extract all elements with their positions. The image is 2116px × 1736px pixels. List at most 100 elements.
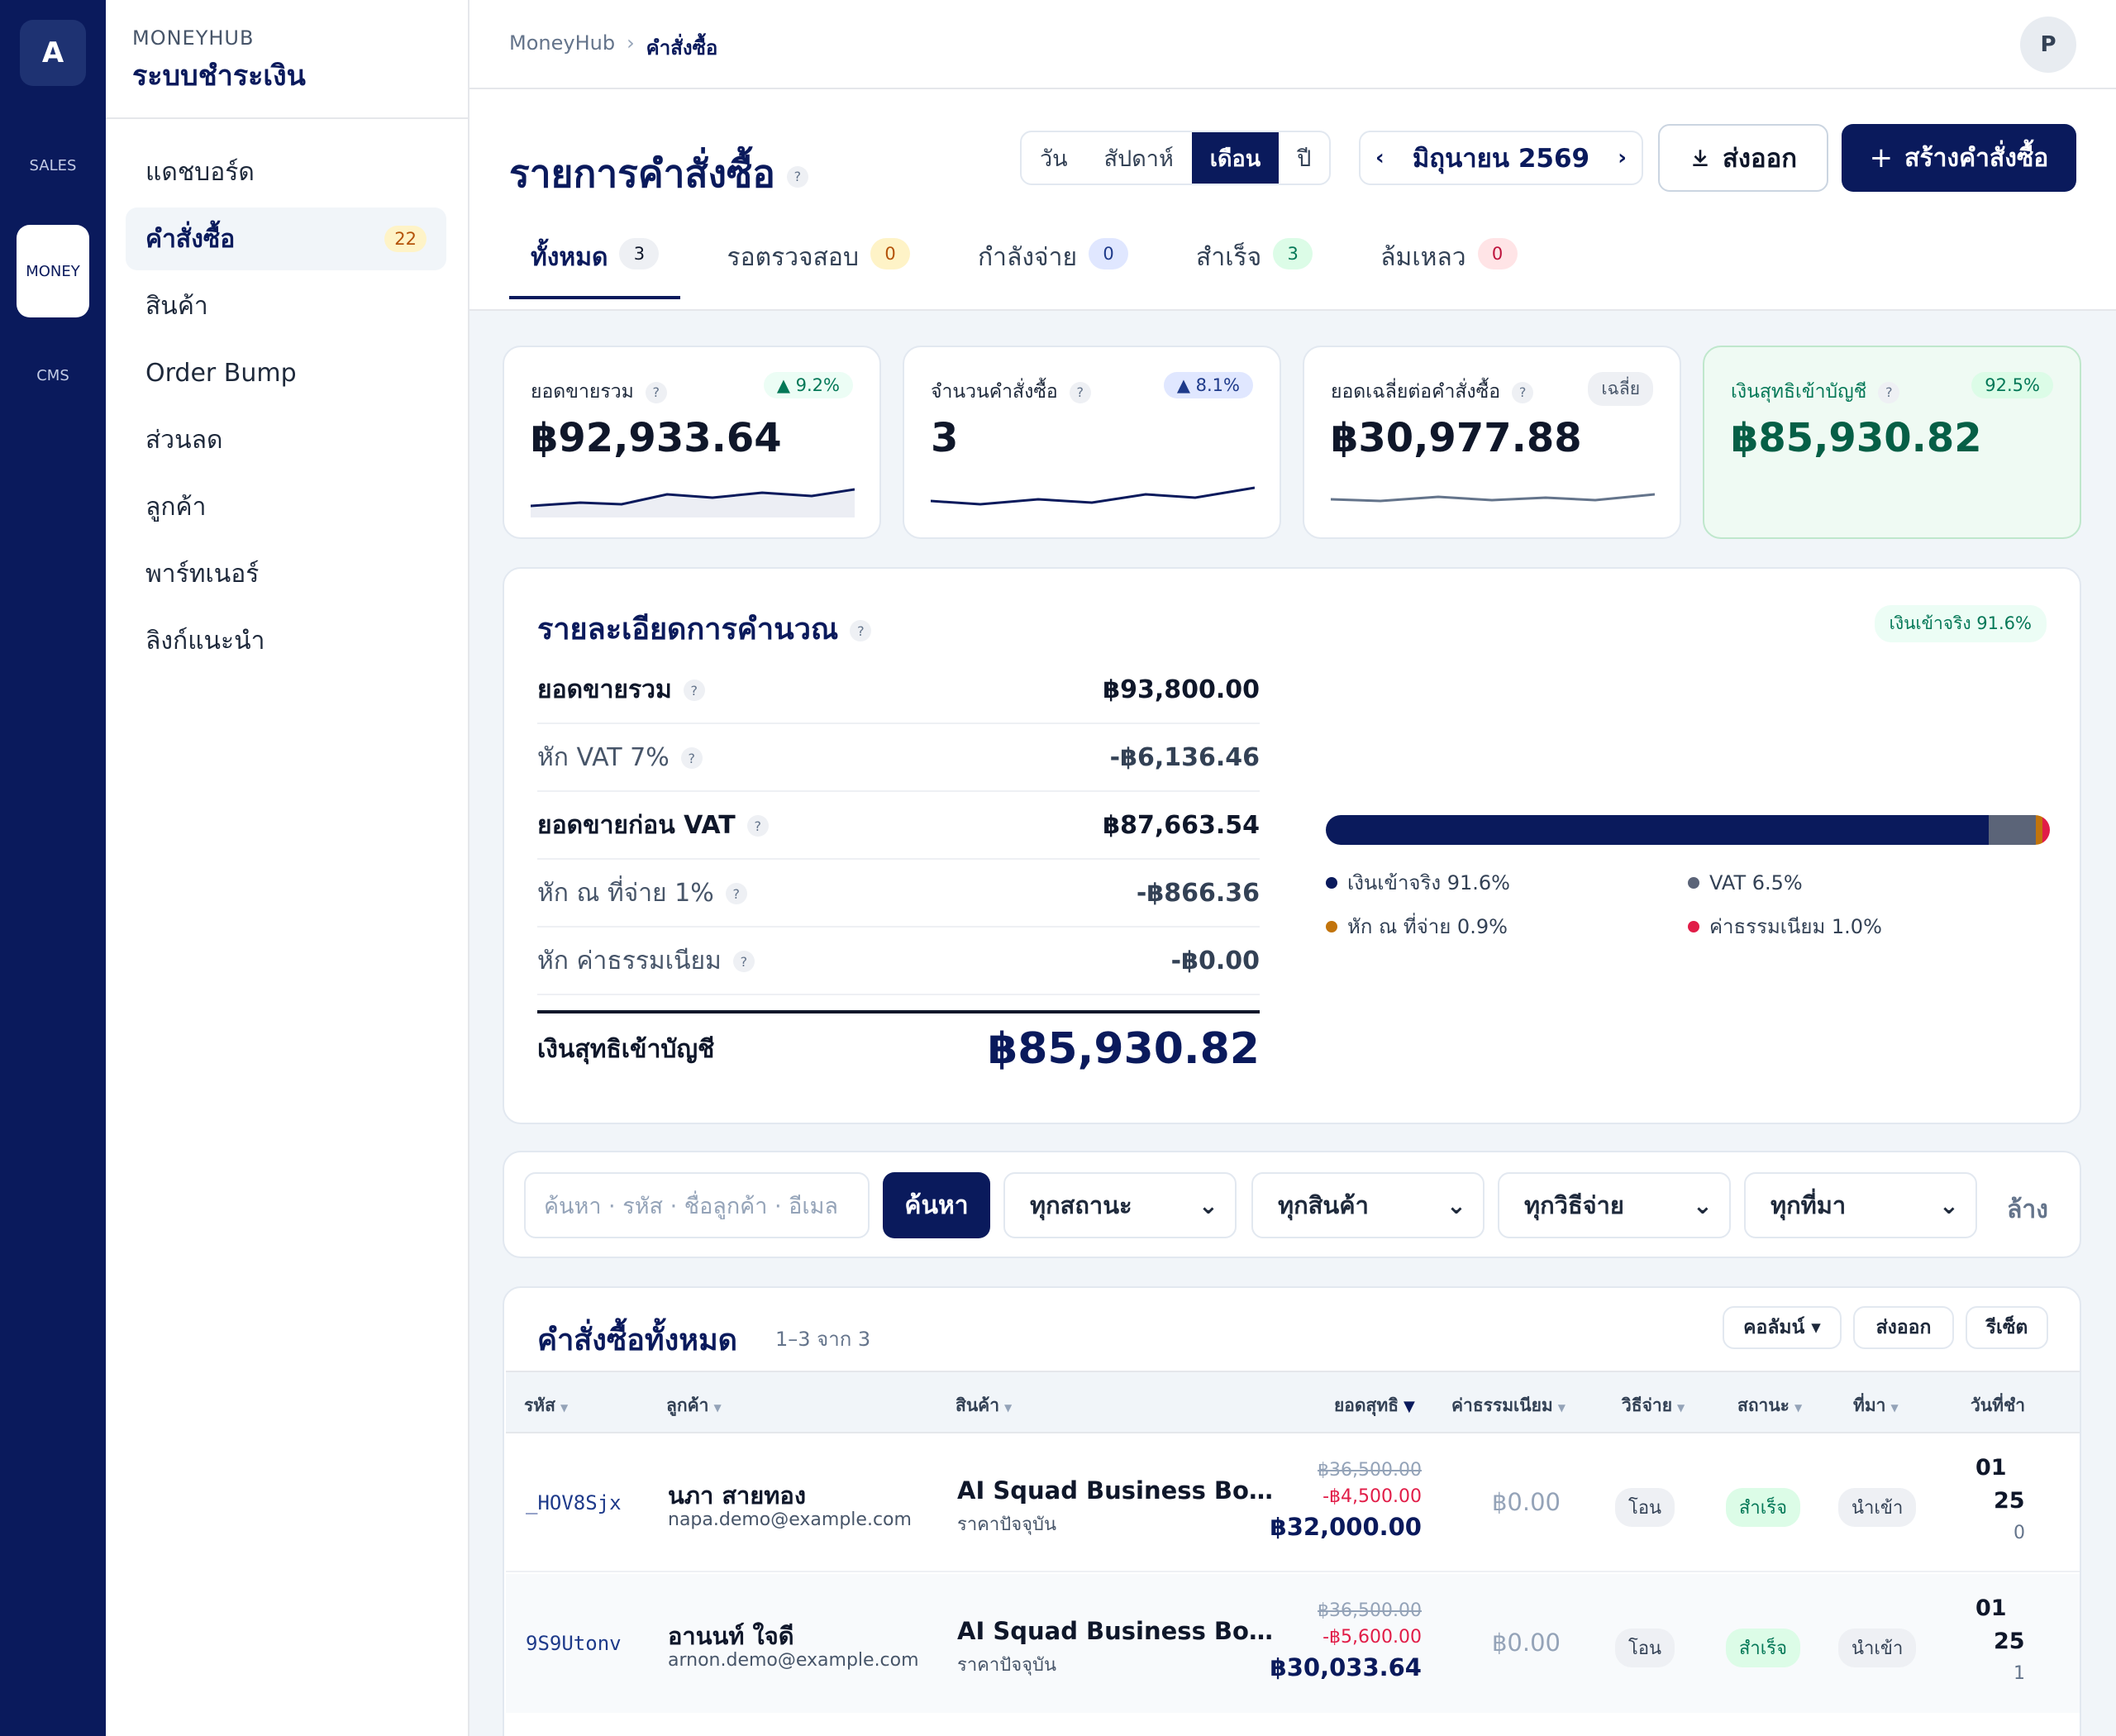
legend-dot [1688, 876, 1699, 889]
sort-icon: ▼ [713, 1402, 722, 1414]
period-year[interactable]: ปี [1297, 145, 1312, 172]
product-name: AI Squad Business Bootc... [957, 1617, 1275, 1645]
discount-amount: -฿4,500.00 [1322, 1486, 1422, 1507]
kpi-value: ฿85,930.82 [1731, 415, 1982, 461]
sidebar-item-label: Order Bump [145, 358, 297, 388]
create-label: สร้างคำสั่งซื้อ [1904, 143, 2049, 173]
customer-email: arnon.demo@example.com [668, 1650, 919, 1671]
table-count: 1–3 จาก 3 [775, 1328, 871, 1351]
rail-item-cms[interactable]: CMS [36, 366, 69, 384]
period-week[interactable]: สัปดาห์ [1103, 145, 1174, 172]
column-header-code[interactable]: รหัส ▼ [524, 1392, 568, 1419]
breakdown-segment-1 [1989, 815, 2037, 845]
calc-row-value: -฿6,136.46 [1109, 742, 1260, 772]
legend-label: VAT 6.5% [1709, 870, 1803, 894]
column-header-method[interactable]: วิธีจ่าย ▼ [1622, 1392, 1685, 1419]
rail-item-money[interactable]: MONEY [17, 225, 89, 317]
chevron-right-icon[interactable]: › [1618, 145, 1627, 170]
reset-button[interactable]: รีเซ็ต [1966, 1306, 2048, 1349]
kpi-change-badge: ▲ 8.1% [1163, 372, 1253, 398]
calculation-title: รายละเอียดการคำนวณ? [537, 605, 872, 652]
sidebar-item-discounts[interactable]: ส่วนลด [126, 408, 446, 471]
sidebar-item-customers[interactable]: ลูกค้า [126, 475, 446, 538]
kpi-card-gross-sales: ยอดขายรวม? ▲ 9.2% ฿92,933.64 [503, 346, 881, 539]
help-icon[interactable]: ? [645, 381, 667, 403]
calc-row-label: ยอดขายรวม [537, 675, 672, 704]
rail-item-sales[interactable]: SALES [29, 156, 77, 174]
period-month[interactable]: เดือน [1191, 132, 1280, 184]
help-icon[interactable]: ? [725, 883, 747, 904]
help-icon[interactable]: ? [1878, 381, 1900, 403]
calculation-title-text: รายละเอียดการคำนวณ [537, 613, 839, 646]
help-icon[interactable]: ? [1069, 381, 1091, 403]
sidebar-item-orders[interactable]: คำสั่งซื้อ 22 [126, 207, 446, 270]
column-label: รหัส [524, 1395, 555, 1415]
tab-failed[interactable]: ล้มเหลว 0 [1359, 238, 1538, 306]
avatar[interactable]: P [2020, 17, 2076, 73]
brand-subtitle: MONEYHUB [132, 26, 255, 50]
calc-row-label: หัก VAT 7% [537, 742, 670, 772]
date-time: 1 [2014, 1663, 2025, 1684]
period-day[interactable]: วัน [1040, 145, 1068, 172]
tab-success[interactable]: สำเร็จ 3 [1175, 238, 1334, 306]
payment-method-select[interactable]: ทุกวิธีจ่าย ⌄ [1498, 1172, 1731, 1238]
tab-paying[interactable]: กำลังจ่าย 0 [956, 238, 1150, 306]
legend-item: ค่าธรรมเนียม 1.0% [1688, 910, 2050, 942]
kpi-card-net-income: เงินสุทธิเข้าบัญชี? 92.5% ฿85,930.82 [1703, 346, 2081, 539]
tab-pending[interactable]: รอตรวจสอบ 0 [705, 238, 932, 306]
help-icon[interactable]: ? [680, 747, 703, 769]
help-icon[interactable]: ? [850, 620, 872, 641]
sidebar-item-referral-links[interactable]: ลิงก์แนะนำ [126, 609, 446, 672]
help-icon[interactable]: ? [683, 680, 705, 701]
chevron-left-icon[interactable]: ‹ [1375, 145, 1384, 170]
app-logo[interactable]: A [20, 20, 86, 86]
export-button[interactable]: ส่งออก [1658, 124, 1828, 192]
sidebar-item-partners[interactable]: พาร์ทเนอร์ [126, 542, 446, 605]
source-select[interactable]: ทุกที่มา ⌄ [1744, 1172, 1977, 1238]
sort-icon: ▼ [1890, 1402, 1899, 1414]
column-header-customer[interactable]: ลูกค้า ▼ [666, 1392, 722, 1419]
original-price: ฿36,500.00 [1318, 1600, 1422, 1621]
columns-button[interactable]: คอลัมน์ ▾ [1723, 1306, 1842, 1349]
kpi-label-text: เงินสุทธิเข้าบัญชี [1731, 381, 1867, 403]
table-row[interactable]: 9S9Utonv อานนท์ ใจดี arnon.demo@example.… [506, 1574, 2080, 1713]
table-export-button[interactable]: ส่งออก [1853, 1306, 1954, 1349]
help-icon[interactable]: ? [1512, 381, 1534, 403]
breakdown-bar [1326, 815, 2050, 845]
date-month: 25 [1994, 1629, 2025, 1654]
customer-email: napa.demo@example.com [668, 1509, 912, 1530]
tab-label: ล้มเหลว [1380, 243, 1466, 272]
table-row[interactable]: _HOV8Sjx นภา สายทอง napa.demo@example.co… [506, 1433, 2080, 1572]
sidebar-item-order-bump[interactable]: Order Bump [126, 341, 446, 404]
tab-label: รอตรวจสอบ [727, 243, 859, 272]
column-header-source[interactable]: ที่มา ▼ [1853, 1392, 1899, 1419]
help-icon[interactable]: ? [746, 815, 769, 837]
date-time: 0 [2014, 1523, 2025, 1543]
order-code[interactable]: 9S9Utonv [526, 1632, 622, 1655]
help-icon[interactable]: ? [786, 165, 808, 188]
clear-filters-button[interactable]: ล้าง [2007, 1195, 2048, 1224]
sidebar-item-dashboard[interactable]: แดชบอร์ด [126, 141, 446, 203]
create-order-button[interactable]: + สร้างคำสั่งซื้อ [1842, 124, 2076, 192]
calc-row-gross: ยอดขายรวม? ฿93,800.00 [537, 656, 1260, 724]
legend-item: VAT 6.5% [1688, 866, 2050, 899]
page-title-text: รายการคำสั่งซื้อ [509, 151, 775, 196]
period-toggle: วัน สัปดาห์ เดือน ปี [1020, 131, 1332, 185]
sidebar-item-products[interactable]: สินค้า [126, 274, 446, 337]
product-select[interactable]: ทุกสินค้า ⌄ [1251, 1172, 1485, 1238]
calc-row-value: -฿0.00 [1170, 946, 1260, 975]
column-header-fee[interactable]: ค่าธรรมเนียม ▼ [1451, 1392, 1566, 1419]
status-select[interactable]: ทุกสถานะ ⌄ [1003, 1172, 1237, 1238]
help-icon[interactable]: ? [732, 951, 755, 972]
sidebar-item-label: แดชบอร์ด [145, 157, 255, 187]
column-header-product[interactable]: สินค้า ▼ [956, 1392, 1012, 1419]
order-code[interactable]: _HOV8Sjx [526, 1491, 622, 1514]
column-header-date[interactable]: วันที่ชำ [1971, 1392, 2025, 1419]
column-header-status[interactable]: สถานะ ▼ [1737, 1392, 1802, 1419]
source-badge: นำเข้า [1838, 1629, 1917, 1667]
column-header-net[interactable]: ยอดสุทธิ ▼ [1334, 1392, 1415, 1419]
search-input[interactable]: ค้นหา · รหัส · ชื่อลูกค้า · อีเมล [524, 1172, 870, 1238]
breadcrumb-root[interactable]: MoneyHub [509, 31, 616, 55]
tab-all[interactable]: ทั้งหมด 3 [509, 238, 681, 306]
search-button[interactable]: ค้นหา [883, 1172, 990, 1238]
